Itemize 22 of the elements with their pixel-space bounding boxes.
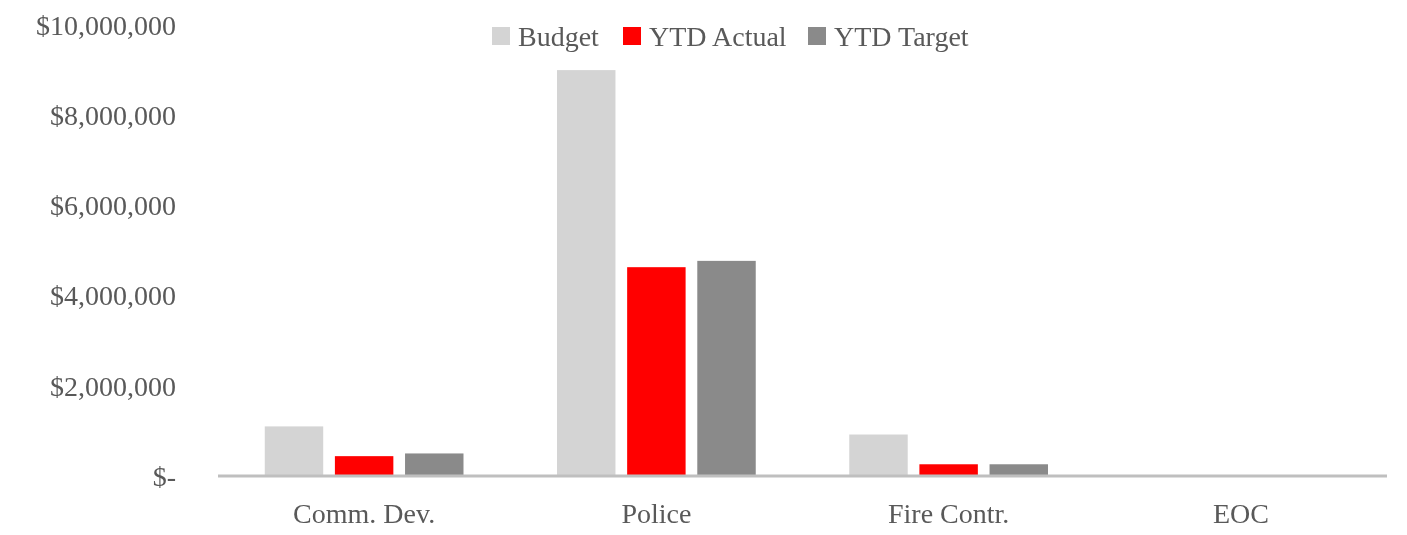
- y-tick-label: $8,000,000: [50, 100, 176, 131]
- legend-label: YTD Target: [834, 20, 969, 52]
- x-tick-label: Comm. Dev.: [293, 498, 436, 529]
- y-tick-label: $6,000,000: [50, 190, 176, 222]
- y-tick-label: $10,000,000: [36, 9, 176, 41]
- bar: [919, 464, 978, 476]
- x-tick-label: Fire Contr.: [887, 498, 1010, 529]
- bar: [697, 260, 756, 476]
- bar: [989, 464, 1048, 476]
- y-tick-label: $4,000,000: [50, 280, 176, 312]
- legend-label: YTD Actual: [649, 20, 787, 52]
- bar: [264, 426, 324, 476]
- bar: [557, 70, 616, 476]
- x-tick-label: EOC: [1212, 498, 1269, 529]
- legend-label: Budget: [518, 20, 600, 52]
- y-tick-label: $2,000,000: [50, 370, 176, 402]
- bar: [334, 456, 394, 476]
- bar: [627, 267, 686, 476]
- x-tick-label: Police: [621, 498, 692, 529]
- y-tick-label: $-: [152, 460, 176, 492]
- bar: [849, 434, 908, 476]
- bar: [405, 453, 464, 476]
